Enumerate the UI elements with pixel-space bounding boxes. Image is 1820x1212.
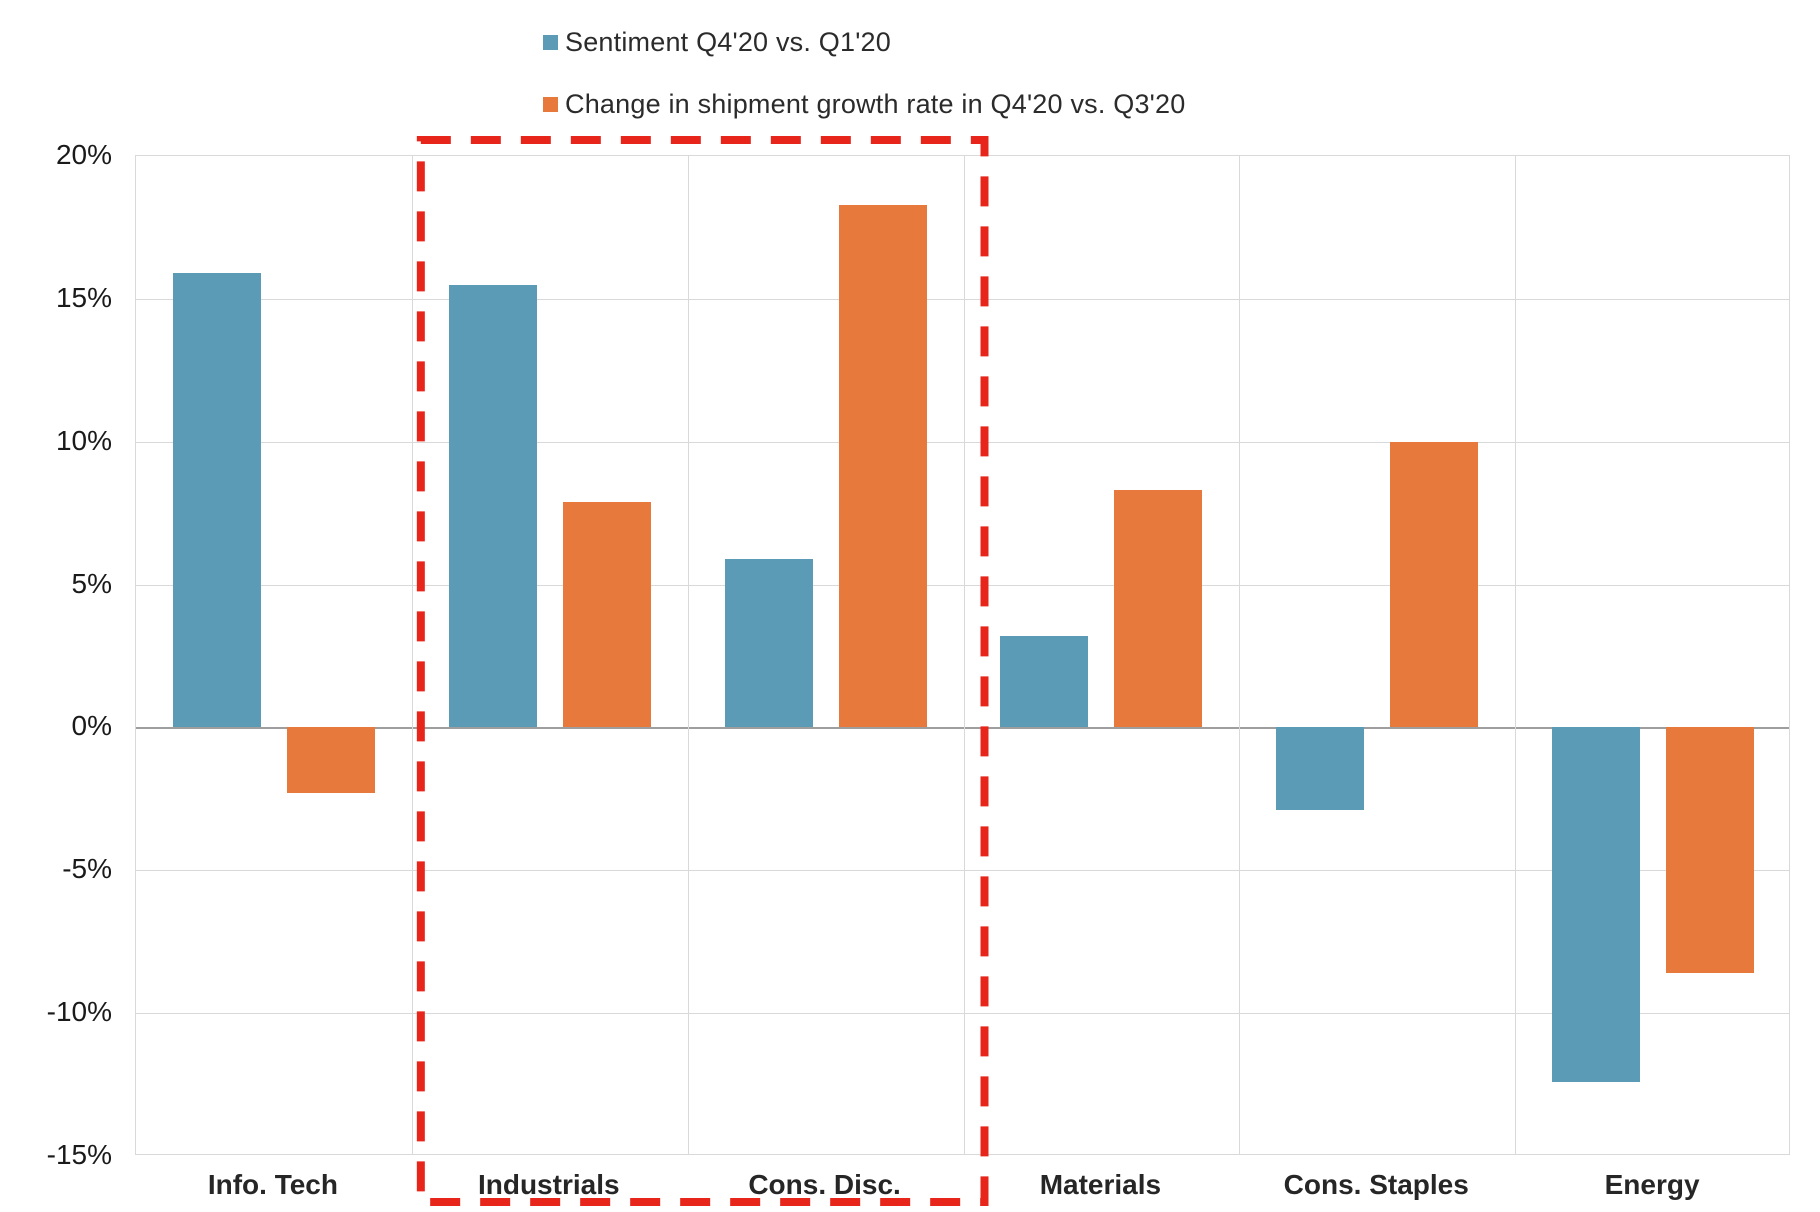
- legend-item-shipment-growth: Change in shipment growth rate in Q4'20 …: [543, 84, 1185, 124]
- chart-legend: Sentiment Q4'20 vs. Q1'20 Change in ship…: [543, 22, 1185, 146]
- x-tick-label-industrials: Industrials: [477, 1169, 620, 1200]
- bar-info-tech-series-1: [286, 727, 375, 794]
- legend-label-shipment-growth: Change in shipment growth rate in Q4'20 …: [565, 88, 1186, 119]
- bar-industrials-series-1: [562, 501, 651, 728]
- bar-industrials-series-0: [448, 284, 537, 728]
- gridline-horizontal: [136, 441, 1789, 443]
- bar-cons-disc-series-1: [838, 204, 927, 728]
- legend-label-sentiment: Sentiment Q4'20 vs. Q1'20: [565, 26, 891, 57]
- x-tick-label-info-tech: Info. Tech: [207, 1169, 338, 1200]
- x-tick-label-materials: Materials: [1039, 1169, 1162, 1200]
- gridline-vertical: [1515, 156, 1517, 1154]
- bar-info-tech-series-0: [172, 273, 261, 728]
- y-tick-label: -10%: [46, 996, 112, 1028]
- y-tick-label: 0%: [71, 710, 112, 742]
- bar-cons-disc-series-0: [724, 558, 813, 728]
- legend-swatch-shipment-growth-icon: [543, 96, 558, 112]
- y-tick-label: 20%: [55, 139, 112, 170]
- y-tick-label: 5%: [71, 567, 112, 599]
- bar-energy-series-0: [1552, 727, 1641, 1082]
- gridline-vertical: [411, 156, 413, 1154]
- bar-cons-staples-series-0: [1276, 727, 1365, 811]
- y-tick-label: 10%: [55, 424, 112, 456]
- y-tick-label: 15%: [55, 281, 112, 313]
- gridline-horizontal: [136, 1013, 1789, 1015]
- y-tick-label: -5%: [62, 853, 112, 885]
- y-tick-label: -15%: [46, 1139, 112, 1170]
- gridline-horizontal: [136, 298, 1789, 300]
- x-tick-label-energy: Energy: [1604, 1169, 1700, 1200]
- gridline-horizontal: [136, 584, 1789, 586]
- plot-area: [135, 155, 1790, 1155]
- bar-materials-series-1: [1114, 490, 1203, 728]
- gridline-horizontal: [136, 870, 1789, 872]
- bar-cons-staples-series-1: [1390, 441, 1479, 728]
- gridline-vertical: [687, 156, 689, 1154]
- legend-swatch-sentiment-icon: [543, 34, 558, 50]
- bar-materials-series-0: [1000, 636, 1089, 728]
- x-tick-label-cons-staples: Cons. Staples: [1283, 1169, 1469, 1200]
- bar-energy-series-1: [1666, 727, 1755, 974]
- gridline-vertical: [1239, 156, 1241, 1154]
- gridline-vertical: [963, 156, 965, 1154]
- zero-axis-line: [136, 727, 1789, 730]
- x-tick-label-cons-disc: Cons. Disc.: [748, 1169, 901, 1200]
- legend-item-sentiment: Sentiment Q4'20 vs. Q1'20: [543, 22, 1185, 62]
